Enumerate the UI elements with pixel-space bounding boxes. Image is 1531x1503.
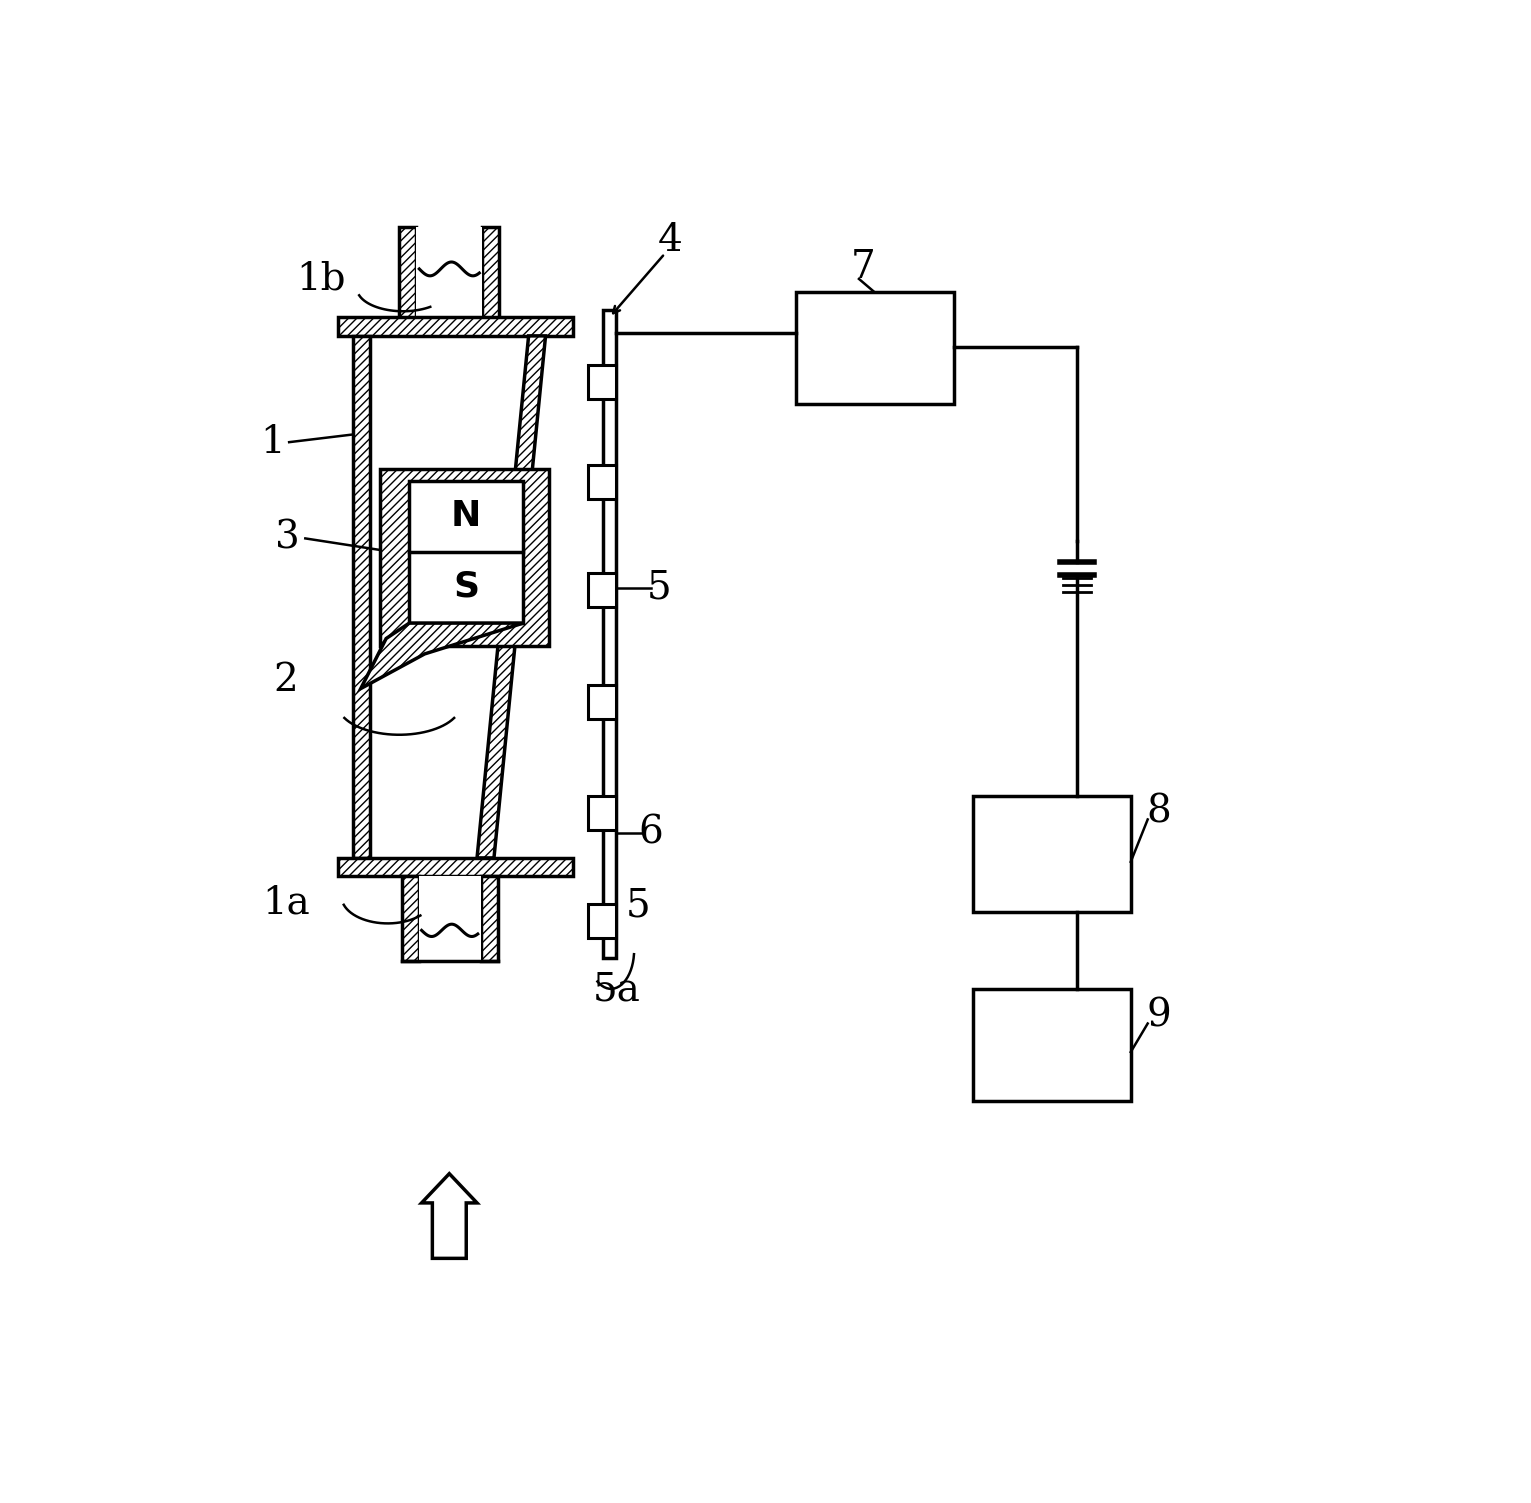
Bar [401,876,418,960]
Bar [418,876,481,960]
Text: 7: 7 [851,249,876,286]
Bar [338,317,573,335]
Text: N: N [452,499,481,534]
Polygon shape [361,624,524,688]
Bar [416,227,482,319]
Bar [588,365,615,398]
Text: 2: 2 [274,663,299,699]
Text: 1: 1 [260,424,285,460]
Bar [588,685,615,718]
Text: 5: 5 [646,570,671,607]
Bar [588,573,615,607]
Polygon shape [421,1174,478,1258]
Text: 5: 5 [626,888,651,924]
Polygon shape [371,335,528,858]
Bar [603,310,615,957]
Text: 9: 9 [1147,998,1171,1034]
Text: 6: 6 [638,815,663,852]
Bar [796,292,954,404]
Bar [400,227,416,319]
Bar [588,466,615,499]
Text: 4: 4 [658,222,683,259]
Bar [354,335,371,858]
Text: 8: 8 [1147,794,1171,830]
Bar [481,876,498,960]
Text: 1b: 1b [295,260,346,298]
Text: S: S [453,570,479,604]
Bar [380,469,550,646]
Bar [972,797,1131,912]
Bar [972,989,1131,1100]
Bar [482,227,499,319]
Bar [409,481,524,624]
Text: 3: 3 [276,520,300,558]
Polygon shape [478,335,545,858]
Bar [588,905,615,938]
Bar [338,858,573,876]
Text: 5a: 5a [592,972,641,1009]
Bar [588,797,615,830]
Text: 1a: 1a [262,884,309,921]
